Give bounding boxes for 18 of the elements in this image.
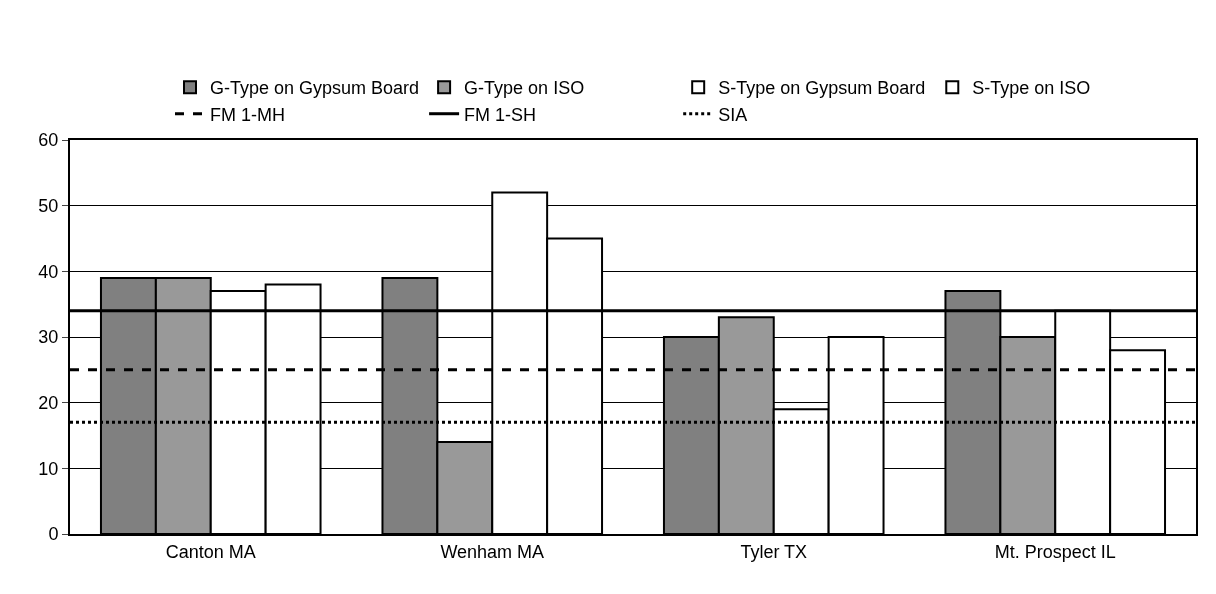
y-tick-label: 0 [48, 524, 59, 545]
legend-label: S-Type on Gypsum Board [718, 78, 926, 99]
y-tick-label: 60 [38, 130, 59, 151]
legend-label: SIA [718, 104, 748, 125]
legend-label: FM 1-MH [210, 104, 285, 125]
legend-label: G-Type on Gypsum Board [210, 78, 420, 99]
legend-label: G-Type on ISO [464, 78, 585, 99]
x-tick-label: Mt. Prospect IL [994, 541, 1116, 562]
y-tick-label: 50 [38, 195, 59, 216]
legend-label: S-Type on ISO [972, 78, 1091, 99]
y-tick-label: 10 [38, 458, 59, 479]
x-tick-label: Tyler TX [740, 541, 808, 562]
x-tick-label: Canton MA [165, 541, 256, 562]
x-tick-label: Wenham MA [440, 541, 545, 562]
y-tick-label: 30 [38, 327, 59, 348]
legend-label: FM 1-SH [464, 104, 537, 125]
y-tick-label: 20 [38, 392, 59, 413]
y-tick-label: 40 [38, 261, 59, 282]
